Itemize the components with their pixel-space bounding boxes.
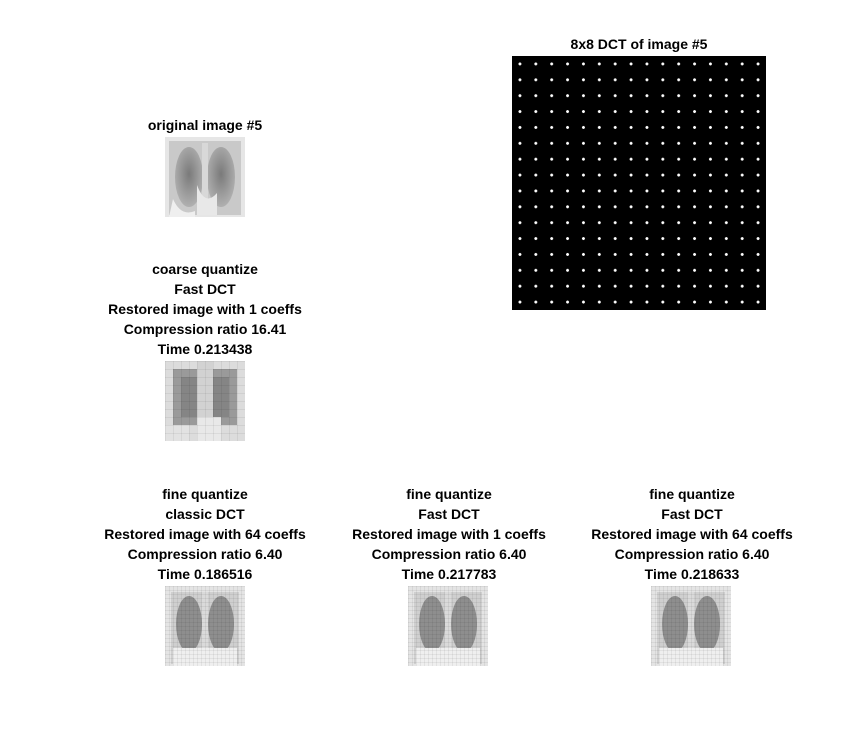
dct-title-line: 8x8 DCT of image #5 <box>570 36 708 52</box>
block-artifact-overlay <box>165 586 245 666</box>
coarse-fast-restored-image <box>165 361 245 441</box>
fine-classic-line-1: fine quantize <box>162 486 248 502</box>
fine-fast-64-line-4: Compression ratio 6.40 <box>614 546 770 562</box>
fine-fast-1-line-4: Compression ratio 6.40 <box>371 546 527 562</box>
fine-fast-1-line-3: Restored image with 1 coeffs <box>352 526 546 542</box>
fine-classic-line-3: Restored image with 64 coeffs <box>104 526 306 542</box>
coarse-fast-line-2: Fast DCT <box>174 281 236 297</box>
block-artifact-overlay <box>165 361 245 441</box>
dct-title: 8x8 DCT of image #5 <box>539 34 739 54</box>
fine-classic-line-4: Compression ratio 6.40 <box>127 546 283 562</box>
fine-fast-1-restored-image <box>408 586 488 666</box>
coarse-fast-line-4: Compression ratio 16.41 <box>123 321 287 337</box>
block-artifact-overlay <box>408 586 488 666</box>
fine-fast-64-line-5: Time 0.218633 <box>644 566 740 582</box>
original-title: original image #5 <box>105 115 305 135</box>
coarse-fast-line-3: Restored image with 1 coeffs <box>108 301 302 317</box>
fine-classic-line-2: classic DCT <box>165 506 245 522</box>
fine-classic-line-5: Time 0.186516 <box>157 566 253 582</box>
fine-fast-64-line-3: Restored image with 64 coeffs <box>591 526 793 542</box>
fine-classic-restored-image <box>165 586 245 666</box>
fine-fast-1-line-1: fine quantize <box>406 486 492 502</box>
fine-classic-title: fine quantize classic DCT Restored image… <box>80 484 330 584</box>
fine-fast-64-title: fine quantize Fast DCT Restored image wi… <box>567 484 817 584</box>
fine-fast-1-line-2: Fast DCT <box>418 506 480 522</box>
coarse-fast-line-1: coarse quantize <box>152 261 258 277</box>
fine-fast-64-restored-image <box>651 586 731 666</box>
coarse-fast-title: coarse quantize Fast DCT Restored image … <box>85 259 325 359</box>
fine-fast-64-line-2: Fast DCT <box>661 506 723 522</box>
fine-fast-64-line-1: fine quantize <box>649 486 735 502</box>
fine-fast-1-line-5: Time 0.217783 <box>401 566 497 582</box>
fine-fast-1-title: fine quantize Fast DCT Restored image wi… <box>324 484 574 584</box>
original-xray-image <box>165 137 245 217</box>
dct-coefficient-image <box>512 56 766 310</box>
coarse-fast-line-5: Time 0.213438 <box>157 341 253 357</box>
block-artifact-overlay <box>651 586 731 666</box>
original-title-line: original image #5 <box>147 117 263 133</box>
